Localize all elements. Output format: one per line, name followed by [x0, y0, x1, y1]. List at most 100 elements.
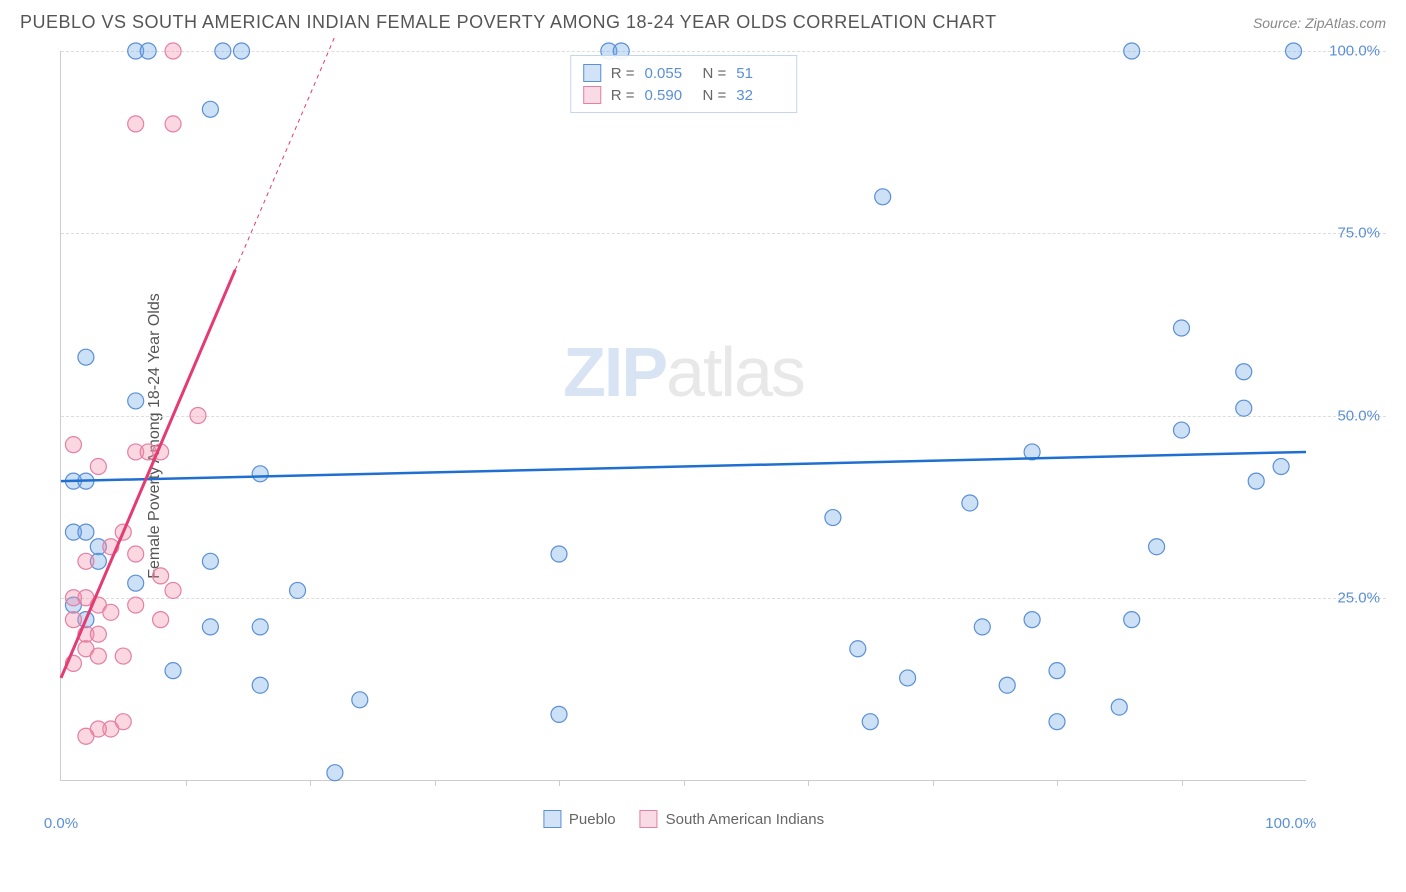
- data-point: [78, 553, 94, 569]
- xtick-mark: [1057, 780, 1058, 786]
- xtick-mark: [186, 780, 187, 786]
- ytick-label: 100.0%: [1329, 43, 1380, 60]
- data-point: [999, 677, 1015, 693]
- data-point: [115, 714, 131, 730]
- legend-swatch-icon: [583, 64, 601, 82]
- data-point: [65, 612, 81, 628]
- data-point: [1111, 699, 1127, 715]
- data-point: [551, 546, 567, 562]
- legend-series-item: South American Indians: [640, 810, 824, 828]
- data-point: [900, 670, 916, 686]
- xtick-mark: [933, 780, 934, 786]
- legend-series-label: Pueblo: [569, 811, 616, 828]
- data-point: [165, 116, 181, 132]
- data-point: [90, 648, 106, 664]
- xtick-mark: [808, 780, 809, 786]
- legend-swatch-icon: [583, 86, 601, 104]
- data-point: [551, 706, 567, 722]
- xtick-mark: [435, 780, 436, 786]
- data-point: [862, 714, 878, 730]
- data-point: [190, 408, 206, 424]
- data-point: [78, 524, 94, 540]
- data-point: [103, 604, 119, 620]
- data-point: [153, 612, 169, 628]
- data-point: [234, 43, 250, 59]
- data-point: [850, 641, 866, 657]
- legend-r-label: R =: [611, 65, 635, 82]
- legend-swatch-icon: [543, 810, 561, 828]
- ytick-label: 50.0%: [1337, 407, 1380, 424]
- header: PUEBLO VS SOUTH AMERICAN INDIAN FEMALE P…: [0, 0, 1406, 41]
- data-point: [128, 116, 144, 132]
- data-point: [1174, 320, 1190, 336]
- plot-area: ZIPatlas R = 0.055 N = 51 R = 0.590 N = …: [60, 51, 1306, 781]
- legend-r-value: 0.055: [645, 65, 693, 82]
- xtick-mark: [310, 780, 311, 786]
- data-point: [128, 393, 144, 409]
- data-point: [202, 101, 218, 117]
- data-point: [1049, 663, 1065, 679]
- legend-r-value: 0.590: [645, 87, 693, 104]
- ytick-label: 75.0%: [1337, 225, 1380, 242]
- source-label: Source: ZipAtlas.com: [1253, 15, 1386, 31]
- data-point: [128, 597, 144, 613]
- legend-n-value: 51: [736, 65, 784, 82]
- data-point: [90, 626, 106, 642]
- chart-container: Female Poverty Among 18-24 Year Olds ZIP…: [50, 41, 1386, 831]
- data-point: [1286, 43, 1302, 59]
- legend-series-item: Pueblo: [543, 810, 616, 828]
- data-point: [1124, 43, 1140, 59]
- data-point: [202, 553, 218, 569]
- data-point: [875, 189, 891, 205]
- trendline: [61, 452, 1306, 481]
- data-point: [1124, 612, 1140, 628]
- data-point: [825, 510, 841, 526]
- legend-r-label: R =: [611, 87, 635, 104]
- data-point: [115, 648, 131, 664]
- legend-n-label: N =: [703, 87, 727, 104]
- legend-swatch-icon: [640, 810, 658, 828]
- data-point: [252, 466, 268, 482]
- ytick-label: 25.0%: [1337, 589, 1380, 606]
- data-point: [252, 677, 268, 693]
- data-point: [153, 568, 169, 584]
- xtick-mark: [684, 780, 685, 786]
- legend-series: Pueblo South American Indians: [543, 810, 824, 828]
- data-point: [1236, 364, 1252, 380]
- xtick-label-max: 100.0%: [1265, 815, 1316, 832]
- data-point: [352, 692, 368, 708]
- data-point: [140, 43, 156, 59]
- chart-title: PUEBLO VS SOUTH AMERICAN INDIAN FEMALE P…: [20, 12, 997, 33]
- data-point: [165, 663, 181, 679]
- data-point: [165, 43, 181, 59]
- data-point: [1248, 473, 1264, 489]
- data-point: [1236, 400, 1252, 416]
- data-point: [290, 582, 306, 598]
- data-point: [90, 459, 106, 475]
- data-point: [252, 619, 268, 635]
- xtick-mark: [1182, 780, 1183, 786]
- data-point: [128, 546, 144, 562]
- data-point: [1049, 714, 1065, 730]
- legend-n-value: 32: [736, 87, 784, 104]
- data-point: [1149, 539, 1165, 555]
- legend-stats: R = 0.055 N = 51 R = 0.590 N = 32: [570, 55, 798, 113]
- data-point: [1024, 612, 1040, 628]
- plot-svg: [61, 51, 1306, 780]
- legend-stats-row: R = 0.590 N = 32: [583, 84, 785, 106]
- data-point: [1273, 459, 1289, 475]
- data-point: [165, 582, 181, 598]
- data-point: [215, 43, 231, 59]
- data-point: [65, 437, 81, 453]
- data-point: [962, 495, 978, 511]
- legend-stats-row: R = 0.055 N = 51: [583, 62, 785, 84]
- data-point: [78, 349, 94, 365]
- data-point: [78, 728, 94, 744]
- xtick-mark: [559, 780, 560, 786]
- data-point: [128, 575, 144, 591]
- data-point: [327, 765, 343, 781]
- legend-n-label: N =: [703, 65, 727, 82]
- xtick-label-min: 0.0%: [44, 815, 78, 832]
- data-point: [974, 619, 990, 635]
- legend-series-label: South American Indians: [666, 811, 824, 828]
